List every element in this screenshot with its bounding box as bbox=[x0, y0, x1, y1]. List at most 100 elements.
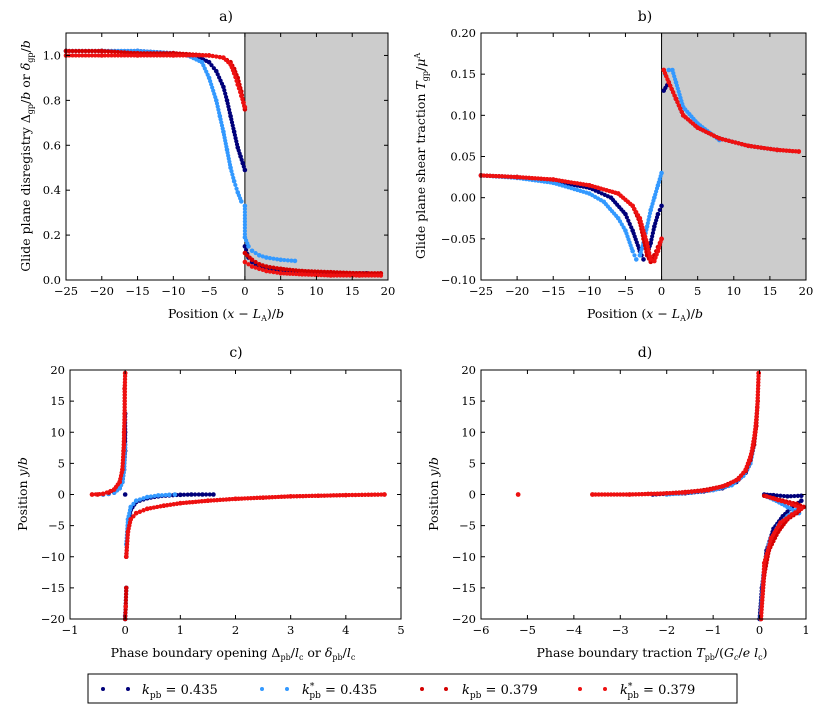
data-point bbox=[678, 106, 683, 111]
data-point bbox=[761, 573, 766, 578]
data-point bbox=[120, 464, 125, 469]
data-point bbox=[366, 492, 371, 497]
data-point bbox=[315, 493, 321, 499]
data-point bbox=[102, 53, 108, 58]
data-point bbox=[260, 495, 266, 500]
data-point bbox=[490, 173, 496, 179]
data-point bbox=[109, 49, 114, 54]
y-tick-label: −5 bbox=[459, 519, 476, 533]
data-point bbox=[723, 137, 728, 143]
data-point bbox=[267, 264, 273, 270]
data-point bbox=[122, 386, 128, 391]
data-point bbox=[754, 414, 759, 419]
data-point bbox=[164, 503, 170, 508]
data-point bbox=[141, 496, 146, 501]
data-point bbox=[122, 417, 127, 423]
data-point bbox=[128, 517, 133, 522]
data-point bbox=[144, 506, 150, 512]
data-point bbox=[200, 492, 205, 497]
data-point bbox=[122, 414, 127, 419]
data-point bbox=[618, 492, 623, 497]
panel-c-title: c) bbox=[229, 345, 242, 361]
data-point bbox=[119, 53, 124, 58]
y-tick-label: 5 bbox=[58, 456, 65, 470]
x-tick-label: 3 bbox=[287, 623, 294, 637]
data-point bbox=[122, 389, 128, 394]
data-point bbox=[122, 436, 127, 441]
legend: kpb = 0.435 k* pb = 0.435 kpb = 0.379 k* p… bbox=[87, 673, 738, 704]
data-point bbox=[194, 53, 199, 58]
data-point bbox=[109, 53, 114, 58]
data-point bbox=[211, 492, 216, 497]
data-point bbox=[155, 504, 160, 510]
data-point bbox=[241, 100, 246, 105]
data-point bbox=[328, 269, 334, 275]
data-point bbox=[319, 269, 324, 274]
data-point bbox=[774, 493, 780, 498]
legend-marker bbox=[101, 687, 105, 691]
data-point bbox=[158, 53, 163, 58]
x-tick-label: 1 bbox=[802, 623, 809, 637]
data-point bbox=[303, 493, 309, 499]
panel-a-title: a) bbox=[219, 9, 233, 25]
data-point bbox=[102, 49, 108, 54]
data-point bbox=[193, 499, 198, 504]
data-point bbox=[771, 539, 776, 544]
data-point bbox=[209, 63, 214, 68]
data-point bbox=[125, 53, 130, 58]
data-point bbox=[137, 509, 142, 514]
data-point bbox=[239, 157, 244, 162]
data-point bbox=[209, 82, 214, 87]
data-point bbox=[211, 66, 216, 71]
data-point bbox=[602, 492, 607, 497]
data-point bbox=[755, 389, 760, 394]
data-point bbox=[218, 117, 223, 122]
data-point bbox=[203, 53, 208, 58]
data-point bbox=[379, 492, 384, 497]
data-point bbox=[89, 492, 95, 497]
data-point bbox=[644, 240, 650, 246]
y-tick-label: 0.00 bbox=[450, 191, 476, 205]
data-point bbox=[287, 271, 292, 276]
data-point bbox=[649, 237, 654, 242]
data-point bbox=[290, 267, 296, 273]
data-point bbox=[163, 492, 168, 498]
data-point bbox=[121, 451, 126, 457]
data-point bbox=[112, 53, 117, 58]
data-point bbox=[293, 268, 299, 273]
data-point bbox=[260, 267, 265, 272]
data-point bbox=[312, 269, 317, 274]
x-tick-label: −5 bbox=[201, 284, 218, 298]
data-point bbox=[515, 492, 521, 497]
data-point bbox=[659, 236, 664, 242]
data-point bbox=[230, 172, 235, 177]
x-tick-label: −1 bbox=[62, 623, 79, 637]
data-point bbox=[761, 563, 767, 569]
data-point bbox=[271, 256, 276, 261]
data-point bbox=[650, 230, 655, 236]
data-point bbox=[658, 491, 663, 496]
data-point bbox=[759, 610, 764, 615]
data-point bbox=[96, 53, 101, 58]
data-point bbox=[218, 497, 223, 502]
data-point bbox=[206, 53, 212, 58]
data-point bbox=[753, 420, 758, 426]
data-point bbox=[306, 493, 312, 499]
data-point bbox=[99, 53, 105, 58]
data-point bbox=[97, 491, 102, 497]
panel-c: c) Phase boundary opening Δpb/lc or δpb/… bbox=[15, 345, 356, 662]
data-point bbox=[219, 120, 224, 125]
series bbox=[63, 53, 384, 278]
legend-entry-3: kpb = 0.379 bbox=[420, 683, 538, 701]
x-tick-label: 0 bbox=[756, 623, 763, 637]
x-tick-label: −5 bbox=[519, 623, 536, 637]
data-point bbox=[755, 399, 760, 404]
data-point bbox=[274, 257, 280, 262]
data-point bbox=[131, 514, 136, 519]
data-point bbox=[178, 500, 183, 506]
data-point bbox=[759, 604, 764, 609]
data-point bbox=[372, 492, 377, 497]
y-tick-label: 0.05 bbox=[450, 150, 476, 164]
data-point bbox=[484, 173, 490, 178]
